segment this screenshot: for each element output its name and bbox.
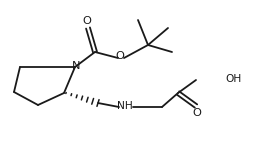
Text: O: O — [116, 51, 124, 61]
Text: O: O — [192, 108, 201, 118]
Text: N: N — [72, 61, 80, 71]
Text: O: O — [83, 16, 91, 26]
Text: OH: OH — [225, 74, 241, 84]
Text: NH: NH — [117, 101, 133, 111]
